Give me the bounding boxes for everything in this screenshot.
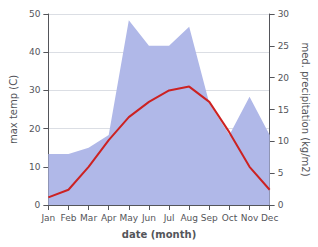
svg-text:0: 0 [278,200,284,210]
svg-text:Mar: Mar [80,213,97,223]
svg-text:date (month): date (month) [122,229,196,240]
svg-text:40: 40 [29,47,41,57]
svg-text:Jul: Jul [163,213,175,223]
svg-text:Dec: Dec [261,213,278,223]
svg-text:0: 0 [35,200,41,210]
svg-text:30: 30 [29,85,41,95]
svg-text:Nov: Nov [241,213,259,223]
svg-text:May: May [120,213,139,223]
svg-text:10: 10 [29,162,41,172]
svg-text:Aug: Aug [180,213,198,223]
svg-text:50: 50 [29,9,41,19]
svg-text:25: 25 [278,41,289,51]
svg-text:Jun: Jun [141,213,156,223]
svg-text:med. precipitation (kg/m2): med. precipitation (kg/m2) [300,42,311,176]
svg-text:15: 15 [278,105,289,115]
svg-text:30: 30 [278,9,290,19]
svg-text:Jan: Jan [40,213,55,223]
svg-text:Feb: Feb [61,213,77,223]
svg-text:Oct: Oct [222,213,238,223]
svg-text:max temp (C): max temp (C) [8,75,19,144]
svg-text:5: 5 [278,168,284,178]
svg-text:10: 10 [278,136,290,146]
svg-text:Sep: Sep [201,213,218,223]
svg-text:20: 20 [278,73,290,83]
svg-text:Apr: Apr [101,213,117,223]
svg-text:20: 20 [29,124,41,134]
